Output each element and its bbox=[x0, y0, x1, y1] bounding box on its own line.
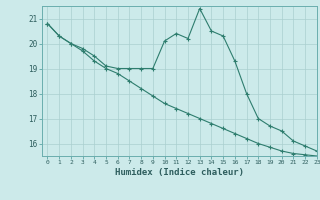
X-axis label: Humidex (Indice chaleur): Humidex (Indice chaleur) bbox=[115, 168, 244, 177]
